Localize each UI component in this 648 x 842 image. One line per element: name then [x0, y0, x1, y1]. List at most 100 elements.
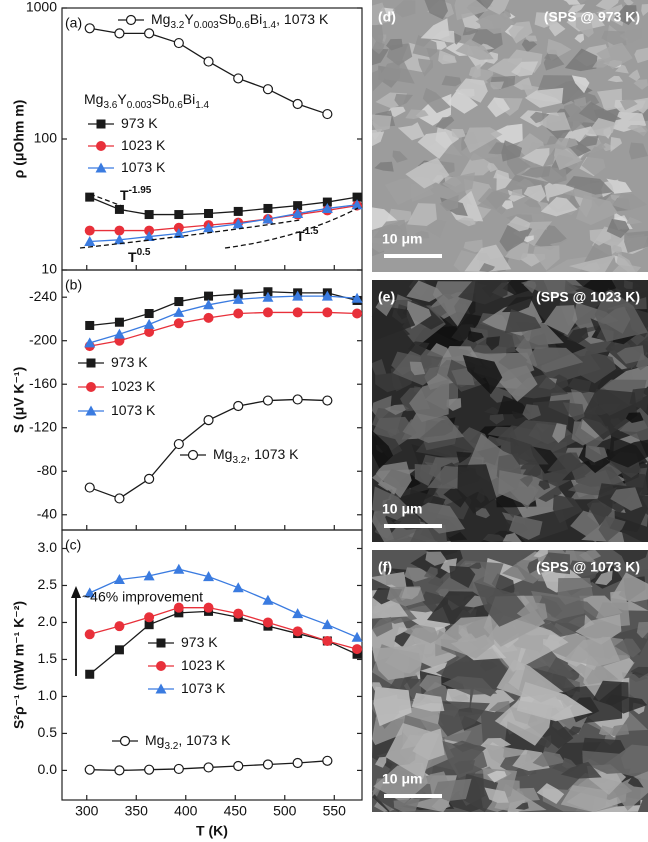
sem-texture [372, 69, 385, 92]
marker [173, 318, 184, 329]
sem-texture [493, 169, 510, 180]
marker [292, 307, 303, 318]
marker [322, 755, 333, 766]
marker [174, 608, 184, 618]
sem-texture [451, 740, 479, 753]
sem-texture [636, 352, 648, 371]
marker [156, 638, 166, 648]
sem-texture [464, 244, 512, 272]
sem-texture [409, 361, 426, 376]
sem-texture [515, 802, 529, 810]
sem-texture [473, 581, 531, 627]
sem-texture [372, 359, 387, 376]
sem-texture [497, 207, 506, 215]
sem-texture [627, 776, 644, 788]
sem-texture [626, 216, 643, 225]
marker [114, 645, 124, 655]
sem-texture [372, 430, 394, 469]
sem-texture [424, 0, 448, 20]
sem-texture [384, 404, 410, 415]
guide-line [79, 219, 301, 249]
sem-texture [630, 666, 648, 679]
sem-texture [560, 761, 602, 779]
marker [174, 297, 184, 307]
sem-texture [524, 198, 542, 208]
sem-texture [386, 38, 403, 51]
marker [203, 762, 214, 773]
sem-texture [538, 112, 571, 132]
sem-texture [538, 480, 550, 491]
sem-texture [489, 414, 505, 425]
legend-label: Mg3.2Y0.003Sb0.6Bi1.4, 1073 K [151, 11, 329, 31]
sem-texture [524, 35, 538, 42]
marker [174, 210, 184, 220]
sem-texture [616, 345, 645, 364]
sem-texture [566, 327, 589, 344]
panel-label: (a) [65, 15, 82, 31]
marker [144, 620, 154, 630]
sem-texture [449, 565, 476, 589]
sem-texture [462, 355, 503, 395]
marker [322, 635, 333, 646]
sem-texture [557, 577, 593, 605]
panel-label: (b) [65, 277, 82, 293]
sem-texture [610, 136, 623, 152]
sem-texture [587, 117, 616, 137]
y-tick-label: 2.5 [38, 576, 58, 592]
sem-texture [411, 693, 445, 712]
marker [322, 197, 332, 207]
image-caption: (SPS @ 973 K) [544, 9, 640, 25]
series-line [89, 610, 358, 675]
sem-texture [487, 162, 498, 173]
scale-bar [384, 794, 442, 798]
sem-texture [540, 594, 610, 624]
marker [86, 382, 96, 392]
sem-texture [487, 426, 517, 439]
sem-texture [574, 33, 585, 43]
sem-texture [471, 28, 503, 54]
sem-texture [598, 515, 626, 542]
marker [321, 290, 333, 301]
marker [292, 394, 303, 405]
sem-texture [519, 475, 533, 488]
marker [292, 608, 304, 619]
sem-texture [533, 550, 548, 558]
marker [84, 482, 95, 493]
marker [144, 28, 155, 39]
marker [204, 208, 214, 218]
sem-texture [563, 636, 621, 667]
sem-texture [578, 101, 622, 124]
legend-label: Mg3.2, 1073 K [145, 732, 231, 752]
marker [233, 73, 244, 84]
legend-label: 973 K [111, 354, 148, 370]
sem-texture [583, 280, 617, 294]
sem-texture [409, 378, 450, 423]
marker [84, 225, 95, 236]
sem-texture [511, 189, 523, 197]
marker [262, 291, 274, 302]
sem-texture [536, 735, 552, 749]
legend-label: 1023 K [111, 378, 156, 394]
sem-texture [441, 740, 488, 779]
sem-texture [372, 616, 393, 637]
sem-texture [486, 187, 510, 210]
image-caption: (SPS @ 1023 K) [536, 289, 640, 305]
sem-texture [516, 602, 548, 626]
annotation: T1.5 [296, 226, 319, 244]
sem-texture [375, 756, 387, 768]
marker [96, 119, 106, 129]
marker [173, 306, 185, 317]
sem-texture [414, 230, 430, 239]
marker [114, 225, 125, 236]
sem-texture [467, 562, 482, 569]
sem-texture [549, 21, 566, 37]
sem-texture [564, 280, 580, 295]
marker [114, 317, 124, 327]
x-tick-label: 350 [125, 803, 149, 819]
sem-texture [560, 785, 609, 812]
sem-texture [468, 63, 481, 79]
sem-texture [484, 787, 509, 803]
x-axis-label: T (K) [196, 823, 228, 839]
